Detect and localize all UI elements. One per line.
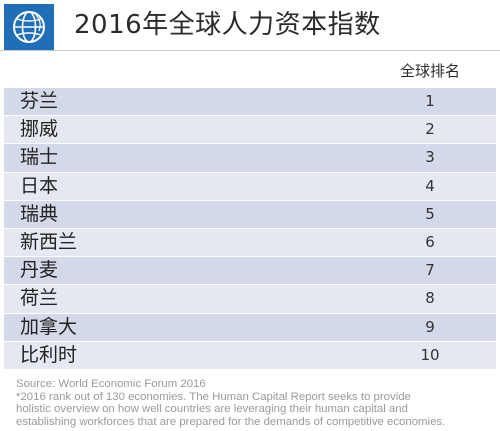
footnote-line: establishing workforces that are prepare… <box>16 415 446 428</box>
rank-value: 2 <box>425 120 435 139</box>
rank-column-header: 全球排名 <box>399 62 460 80</box>
country-name: 芬兰 <box>20 90 59 112</box>
rank-value: 4 <box>425 176 435 195</box>
page-title: 2016年全球人力资本指数 <box>74 10 381 40</box>
table-row: 瑞士 3 <box>4 144 496 173</box>
country-name: 荷兰 <box>20 287 59 310</box>
table-row: 瑞典 5 <box>4 200 496 229</box>
country-name: 新西兰 <box>20 230 78 253</box>
country-name: 加拿大 <box>20 315 78 338</box>
table-row: 挪威 2 <box>4 116 496 145</box>
table-row: 芬兰 1 <box>4 88 496 117</box>
rank-value: 9 <box>425 317 435 336</box>
country-name: 瑞典 <box>20 202 59 225</box>
table-row: 比利时 10 <box>4 341 496 370</box>
header: 2016年全球人力资本指数 <box>0 0 500 50</box>
footnote-line: *2016 rank out of 130 economies. The Hum… <box>16 390 411 403</box>
footnote-line: holistic overview on how well countries … <box>16 403 408 416</box>
country-name: 丹麦 <box>20 259 59 282</box>
table-row: 荷兰 8 <box>4 285 496 314</box>
rank-value: 5 <box>425 204 435 223</box>
country-name: 挪威 <box>20 118 59 141</box>
ranking-table: 芬兰 1 挪威 2 瑞士 3 日本 4 瑞典 5 新西兰 6 丹麦 7 荷兰 8 加拿大 9 比利时 10 <box>4 88 496 370</box>
rank-value: 8 <box>425 289 435 308</box>
globe-logo-icon <box>4 4 54 50</box>
table-row: 日本 4 <box>4 172 496 201</box>
header-divider <box>0 50 500 51</box>
country-name: 比利时 <box>20 343 78 366</box>
footnote: Source: World Economic Forum 2016 *2016 … <box>16 378 492 428</box>
country-name: 瑞士 <box>20 146 59 169</box>
rank-value: 6 <box>425 232 435 251</box>
rank-value: 1 <box>425 92 435 110</box>
table-row: 丹麦 7 <box>4 257 496 286</box>
table-row: 加拿大 9 <box>4 313 496 342</box>
table-row: 新西兰 6 <box>4 228 496 258</box>
rank-value: 3 <box>425 148 435 167</box>
rank-value: 10 <box>420 345 440 364</box>
country-name: 日本 <box>20 174 59 197</box>
rank-value: 7 <box>425 261 435 280</box>
footnote-source: Source: World Economic Forum 2016 <box>16 378 206 390</box>
